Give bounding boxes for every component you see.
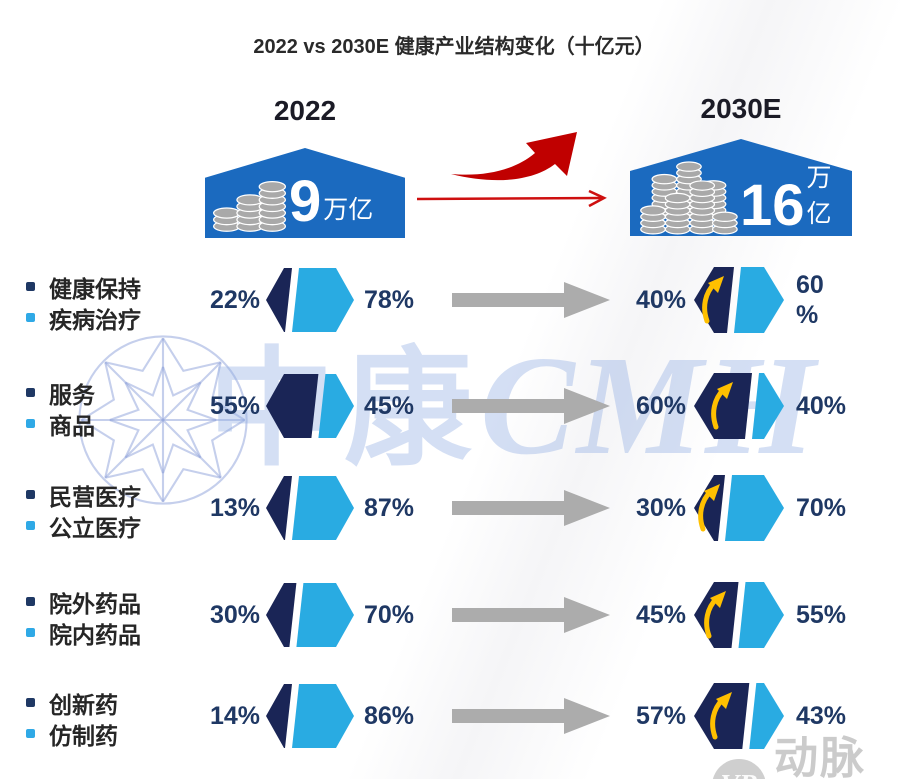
category-label: 创新药 xyxy=(49,691,118,718)
pct-2022-dark: 30% xyxy=(209,601,260,629)
column-header-2030e: 2030E xyxy=(700,93,782,124)
category-label: 院外药品 xyxy=(49,590,141,617)
pct-2030-light: 40% xyxy=(796,392,847,420)
category-label-line: 公立医疗 xyxy=(26,510,141,541)
category-label: 健康保持 xyxy=(49,275,141,302)
bullet-light-icon xyxy=(26,729,35,738)
pct-2030-light: 60% xyxy=(796,271,824,329)
total-2022-value: 9 xyxy=(289,169,322,234)
category-label-line: 仿制药 xyxy=(26,718,118,749)
category-label: 疾病治疗 xyxy=(49,306,141,333)
column-header-2022: 2022 xyxy=(273,95,337,126)
split-hexagon-2030 xyxy=(694,373,784,439)
category-label: 服务 xyxy=(49,381,95,408)
row-category-labels: 健康保持 疾病治疗 xyxy=(26,271,141,333)
category-label-line: 商品 xyxy=(26,408,95,439)
total-2022: 9 万亿 xyxy=(289,173,373,231)
split-hexagon-2022 xyxy=(266,583,354,647)
curved-up-arrow-icon xyxy=(697,484,720,532)
pct-2030-light: 70% xyxy=(796,494,847,522)
bullet-light-icon xyxy=(26,521,35,530)
curved-up-arrow-icon xyxy=(702,276,724,324)
split-hexagon-2030 xyxy=(694,683,784,749)
total-2030e-unit: 万亿 xyxy=(806,164,832,228)
bullet-light-icon xyxy=(26,313,35,322)
vb-logo-text: 动脉网 xyxy=(774,734,866,779)
bullet-dark-icon xyxy=(26,698,35,707)
split-hexagon-2022 xyxy=(266,684,354,748)
bullet-dark-icon xyxy=(26,388,35,397)
category-label-line: 健康保持 xyxy=(26,271,141,302)
total-2022-unit: 万亿 xyxy=(323,196,374,224)
bullet-light-icon xyxy=(26,628,35,637)
coin-stack-icon xyxy=(213,181,287,232)
curved-up-arrow-icon xyxy=(709,692,732,740)
pct-2022-light: 70% xyxy=(364,601,415,629)
split-hexagon-2022 xyxy=(266,268,354,332)
pct-2022-dark: 55% xyxy=(209,392,260,420)
category-label-line: 院外药品 xyxy=(26,586,141,617)
category-label: 院内药品 xyxy=(49,621,141,648)
pct-2022-light: 45% xyxy=(364,392,415,420)
total-2030e-value: 16 xyxy=(740,173,805,238)
right-arrow-icon xyxy=(452,282,610,318)
growth-swoosh-arrow-icon xyxy=(416,132,607,208)
pct-2022-light: 86% xyxy=(364,702,415,730)
pct-2022-light: 87% xyxy=(364,494,415,522)
curved-up-arrow-icon xyxy=(711,382,733,430)
category-label-line: 民营医疗 xyxy=(26,479,141,510)
row-category-labels: 服务 商品 xyxy=(26,377,95,439)
right-arrow-icon xyxy=(452,490,610,526)
pct-2030-light: 55% xyxy=(796,601,847,629)
category-label: 民营医疗 xyxy=(49,483,141,510)
bullet-dark-icon xyxy=(26,490,35,499)
snowflake-logo-icon xyxy=(78,335,248,505)
pct-2022-light: 78% xyxy=(364,286,415,314)
chart-title: 2022 vs 2030E 健康产业结构变化（十亿元） xyxy=(253,36,655,58)
category-label: 公立医疗 xyxy=(49,514,141,541)
pct-2030-dark: 30% xyxy=(635,494,686,522)
split-hexagon-2030 xyxy=(694,582,784,648)
total-house-2030e: 16 万亿 xyxy=(630,139,852,236)
pct-2022-dark: 22% xyxy=(209,286,260,314)
pct-2030-dark: 45% xyxy=(635,601,686,629)
split-hexagon-2030 xyxy=(694,267,784,333)
total-house-2022: 9 万亿 xyxy=(205,148,405,238)
vb-badge-icon: VB xyxy=(712,759,766,779)
coin-stack-icon xyxy=(640,160,738,235)
curved-up-arrow-icon xyxy=(704,591,727,639)
category-label-line: 创新药 xyxy=(26,687,118,718)
total-2030e: 16 万亿 xyxy=(740,158,852,235)
row-category-labels: 创新药 仿制药 xyxy=(26,687,118,749)
row-category-labels: 院外药品 院内药品 xyxy=(26,586,141,648)
category-label-line: 疾病治疗 xyxy=(26,302,141,333)
bullet-dark-icon xyxy=(26,597,35,606)
category-label: 仿制药 xyxy=(49,722,118,749)
category-label: 商品 xyxy=(49,412,95,439)
row-category-labels: 民营医疗 公立医疗 xyxy=(26,479,141,541)
right-arrow-icon xyxy=(452,597,610,633)
category-label-line: 院内药品 xyxy=(26,617,141,648)
split-hexagon-2022 xyxy=(266,374,354,438)
category-label-line: 服务 xyxy=(26,377,95,408)
split-hexagon-2030 xyxy=(694,475,784,541)
vbdata-logo: VB 动脉网 xyxy=(712,722,908,779)
pct-2030-dark: 40% xyxy=(635,286,686,314)
right-arrow-icon xyxy=(452,698,610,734)
bullet-light-icon xyxy=(26,419,35,428)
pct-2030-dark: 57% xyxy=(635,702,686,730)
pct-2022-dark: 14% xyxy=(209,702,260,730)
pct-2030-light: 43% xyxy=(796,702,847,730)
pct-2022-dark: 13% xyxy=(209,494,260,522)
pct-2030-dark: 60% xyxy=(635,392,686,420)
split-hexagon-2022 xyxy=(266,476,354,540)
bullet-dark-icon xyxy=(26,282,35,291)
